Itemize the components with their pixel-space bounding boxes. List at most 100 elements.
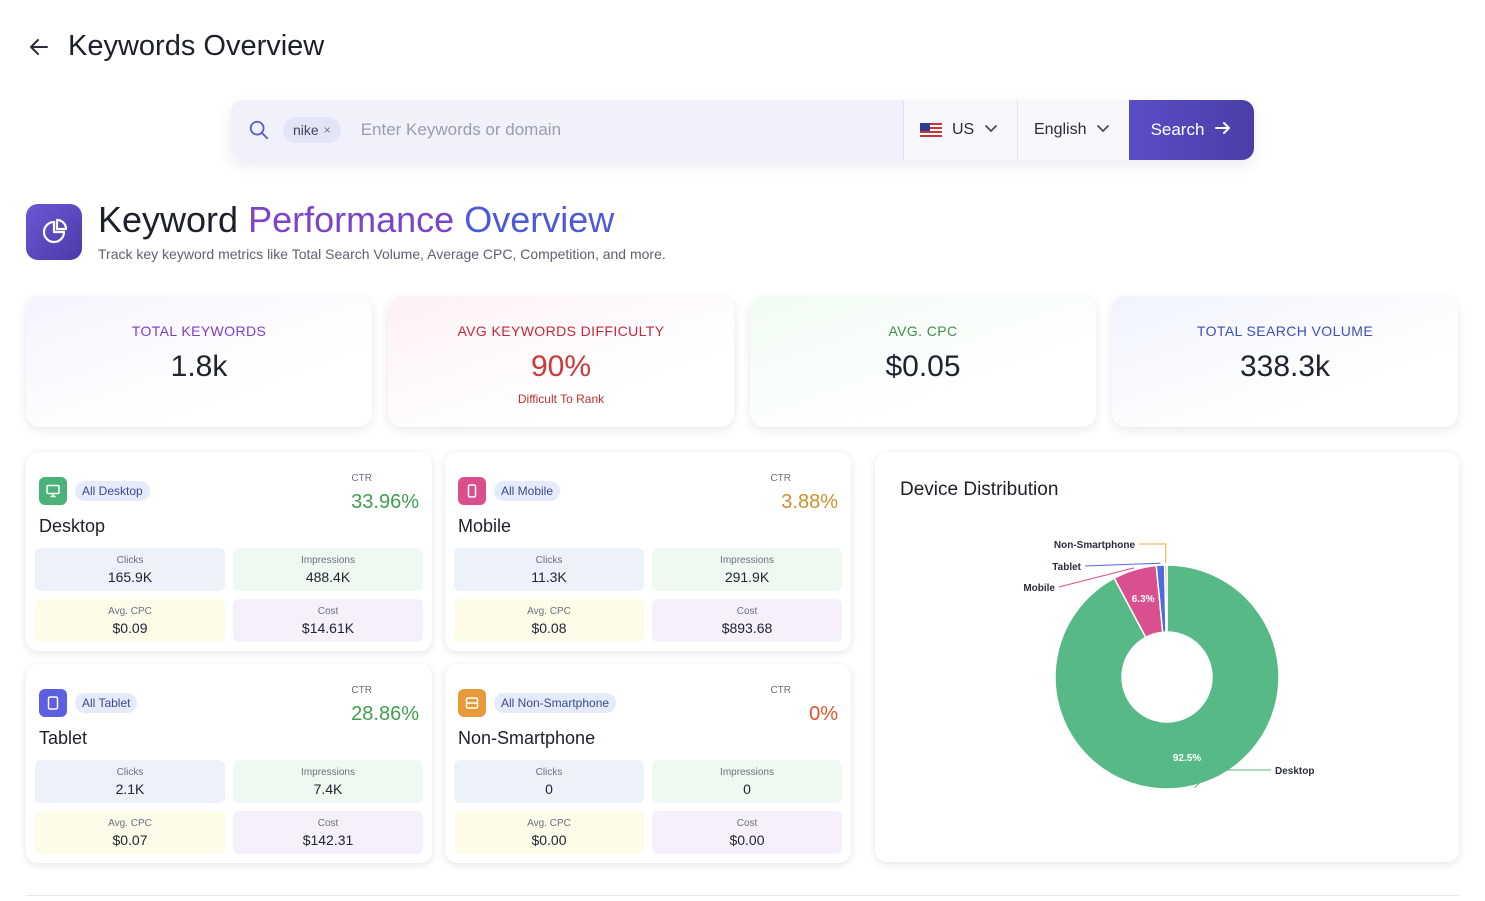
metric-clicks: Clicks 165.9K — [35, 548, 225, 591]
section-title-part1: Keyword — [98, 199, 239, 240]
metric-label: Avg. CPC — [527, 818, 571, 829]
ctr-value: 28.86% — [351, 703, 419, 725]
stat-value: 1.8k — [170, 350, 228, 383]
metric-cost: Cost $14.61K — [233, 599, 423, 642]
search-button-label: Search — [1150, 120, 1205, 139]
metric-label: Clicks — [535, 555, 563, 566]
chevron-down-icon — [1096, 121, 1110, 140]
metric-clicks: Clicks 2.1K — [35, 760, 225, 803]
device-badge[interactable]: All Desktop — [75, 481, 150, 501]
metric-value: $14.61K — [301, 620, 355, 636]
section-subtitle: Track key keyword metrics like Total Sea… — [98, 246, 666, 262]
language-label: English — [1034, 121, 1087, 138]
country-label: US — [952, 121, 975, 138]
stat-label: TOTAL SEARCH VOLUME — [1196, 323, 1374, 339]
metric-avg-cpc: Avg. CPC $0.07 — [35, 811, 225, 854]
metric-impressions: Impressions 0 — [652, 760, 842, 803]
page-header: Keywords Overview — [26, 30, 324, 63]
metric-value: $0.00 — [531, 832, 567, 848]
search-icon — [247, 118, 271, 142]
category-label-mobile: Mobile — [1023, 583, 1055, 594]
category-label-desktop: Desktop — [1275, 766, 1314, 777]
metric-value: 0 — [743, 781, 751, 797]
ctr-label: CTR — [351, 685, 372, 696]
metric-value: $142.31 — [302, 832, 354, 848]
device-distribution-chart: 92.5% 6.3% Desktop Mobile Tablet Non-Smartpho… — [1023, 540, 1314, 790]
stat-label: AVG. CPC — [888, 323, 958, 339]
category-label-non-smartphone: Non-Smartphone — [1054, 540, 1136, 551]
search-button[interactable]: Search — [1129, 100, 1254, 160]
metric-value: $0.07 — [112, 832, 148, 848]
keyword-chip[interactable]: nike × — [283, 117, 341, 143]
ctr-label: CTR — [770, 473, 791, 484]
device-badge[interactable]: All Non-Smartphone — [494, 693, 617, 713]
divider — [26, 895, 1459, 896]
stat-card-total-keywords: TOTAL KEYWORDS 1.8k — [26, 296, 372, 427]
mobile-icon — [458, 477, 486, 505]
ctr-value: 3.88% — [781, 491, 838, 513]
metric-label: Impressions — [720, 767, 774, 778]
page-title: Keywords Overview — [68, 30, 325, 62]
device-card-non-smartphone: All Non-Smartphone Non-Smartphone CTR 0%… — [445, 664, 851, 863]
data-label-desktop: 92.5% — [1173, 753, 1201, 764]
tablet-icon — [39, 689, 67, 717]
metric-value: 165.9K — [107, 569, 153, 585]
chevron-down-icon — [984, 121, 998, 140]
metric-label: Impressions — [301, 555, 355, 566]
device-card-mobile: All Mobile Mobile CTR 3.88% Clicks 11.3K … — [445, 452, 851, 651]
stat-label: TOTAL KEYWORDS — [131, 323, 267, 339]
country-select[interactable]: US — [903, 100, 1017, 160]
metric-avg-cpc: Avg. CPC $0.09 — [35, 599, 225, 642]
data-label-mobile: 6.3% — [1132, 594, 1155, 605]
keyword-input[interactable] — [352, 120, 903, 140]
metric-value: 7.4K — [313, 781, 343, 797]
metric-avg-cpc: Avg. CPC $0.08 — [454, 599, 644, 642]
non-smartphone-icon — [458, 689, 486, 717]
metric-value: $0.00 — [729, 832, 765, 848]
arrow-right-icon — [1214, 119, 1232, 142]
section-title: Keyword Performance Overview — [98, 199, 614, 241]
metric-value: 11.3K — [531, 569, 567, 585]
metric-value: $0.09 — [112, 620, 148, 636]
metric-value: 488.4K — [305, 569, 351, 585]
metric-label: Avg. CPC — [527, 606, 571, 617]
donut-slice-desktop[interactable] — [1054, 564, 1280, 790]
section-title-part3: Overview — [464, 199, 615, 240]
leader-line-non-smartphone — [1139, 543, 1167, 564]
chip-close-icon[interactable]: × — [323, 123, 331, 137]
metric-label: Avg. CPC — [108, 818, 152, 829]
device-card-desktop: All Desktop Desktop CTR 33.96% Clicks 165… — [26, 452, 432, 651]
metric-label: Impressions — [720, 555, 774, 566]
leader-line-tablet — [1084, 562, 1161, 567]
device-name: Mobile — [458, 516, 512, 536]
metric-clicks: Clicks 11.3K — [454, 548, 644, 591]
language-select[interactable]: English — [1017, 100, 1129, 160]
ctr-value: 33.96% — [351, 491, 419, 513]
metric-value: 291.9K — [724, 569, 770, 585]
stat-value: $0.05 — [885, 350, 961, 383]
donut-slice-non-smartphone[interactable] — [1163, 564, 1168, 633]
stat-label: AVG KEYWORDS DIFFICULTY — [457, 323, 665, 339]
back-arrow-icon[interactable] — [26, 34, 52, 60]
stat-value: 90% — [530, 350, 592, 383]
metric-label: Cost — [736, 606, 758, 617]
stat-note: Difficult To Rank — [517, 392, 605, 406]
metric-avg-cpc: Avg. CPC $0.00 — [454, 811, 644, 854]
device-distribution-card: Device Distribution 92.5% 6.3% Desktop Mobi… — [875, 452, 1459, 862]
keyword-chip-label: nike — [293, 122, 319, 138]
ctr-label: CTR — [351, 473, 372, 484]
metric-label: Impressions — [301, 767, 355, 778]
metric-cost: Cost $893.68 — [652, 599, 842, 642]
pie-chart-icon — [26, 204, 82, 260]
device-badge[interactable]: All Tablet — [75, 693, 138, 713]
metric-cost: Cost $0.00 — [652, 811, 842, 854]
metric-label: Cost — [736, 818, 758, 829]
metric-label: Cost — [317, 818, 339, 829]
metric-value: $0.08 — [531, 620, 567, 636]
metric-label: Clicks — [535, 767, 563, 778]
device-badge[interactable]: All Mobile — [494, 481, 561, 501]
metric-cost: Cost $142.31 — [233, 811, 423, 854]
leader-line-desktop — [1194, 769, 1271, 788]
metric-value: 0 — [545, 781, 553, 797]
ctr-label: CTR — [770, 685, 791, 696]
